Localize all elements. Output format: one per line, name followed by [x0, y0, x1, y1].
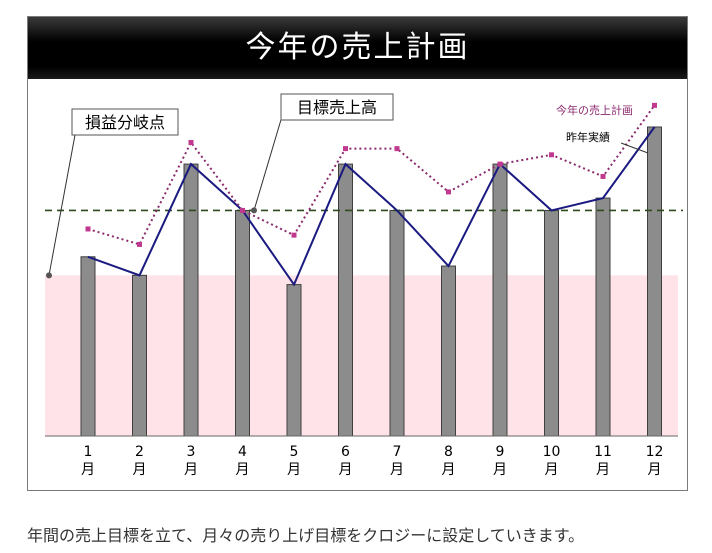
- plan-point: [600, 173, 606, 179]
- x-tick-number: 5: [290, 444, 299, 460]
- target-callout-box: [280, 93, 394, 121]
- x-tick-unit: 月: [545, 462, 559, 478]
- x-tick-number: 4: [238, 444, 247, 460]
- x-tick-number: 10: [543, 444, 561, 460]
- title-bar: [28, 17, 687, 79]
- plan-point: [497, 161, 503, 167]
- x-tick-unit: 月: [339, 462, 353, 478]
- plan-point: [652, 102, 657, 108]
- target-label: 目標売上高: [297, 98, 377, 117]
- legend-last-year: 昨年実績: [566, 130, 610, 144]
- break-even-label: 損益分岐点: [85, 113, 165, 132]
- x-tick-unit: 月: [133, 462, 147, 478]
- x-tick-unit: 月: [184, 462, 198, 478]
- x-tick-number: 1: [84, 444, 93, 460]
- x-tick-unit: 月: [390, 462, 404, 478]
- plan-point: [394, 146, 400, 152]
- x-tick-number: 12: [646, 444, 664, 460]
- bar: [595, 197, 611, 437]
- break-even-zone: [45, 275, 678, 436]
- plan-point: [137, 241, 142, 247]
- plan-line: [87, 104, 656, 246]
- plan-point: [291, 232, 297, 238]
- x-tick-number: 9: [496, 444, 505, 460]
- bar: [235, 209, 250, 437]
- break-even-leader: [48, 134, 76, 276]
- x-tick-unit: 月: [648, 462, 662, 478]
- plan-point: [446, 189, 451, 195]
- x-tick-number: 11: [594, 444, 612, 460]
- x-tick-unit: 月: [442, 462, 456, 478]
- legend-plan: 今年の売上計画: [556, 103, 633, 117]
- bar: [338, 163, 353, 437]
- bar: [492, 163, 508, 437]
- bar: [80, 256, 96, 437]
- chart-frame: 今年の売上計画 1 月 2 月 3 月 4 月 5 月 6 月 7 月 8 月 9 月 10 月 11 月 12 月 損益分岐…: [27, 16, 688, 491]
- x-tick-unit: 月: [287, 462, 301, 478]
- chart-title: 今年の売上計画: [245, 30, 470, 65]
- plan-point: [343, 146, 348, 152]
- x-tick-number: 7: [393, 444, 402, 460]
- x-tick-unit: 月: [81, 462, 95, 478]
- plan-point: [188, 139, 194, 145]
- target-leader: [253, 112, 284, 211]
- bar: [544, 209, 559, 437]
- break-even-callout-box: [71, 108, 179, 136]
- bar: [132, 274, 147, 437]
- bar: [389, 209, 405, 437]
- x-tick-number: 6: [341, 444, 350, 460]
- plan-point: [549, 152, 554, 158]
- caption: 年間の売上目標を立て、月々の売り上げ目標をクロジーに設定していきます。: [27, 526, 585, 545]
- bar: [647, 126, 662, 437]
- x-tick-number: 2: [135, 444, 144, 460]
- legend-last-year-leader: [620, 142, 649, 154]
- x-tick-unit: 月: [596, 462, 610, 478]
- x-tick-number: 3: [187, 444, 196, 460]
- break-even-dot: [46, 272, 52, 279]
- x-tick-number: 8: [444, 444, 453, 460]
- target-dot: [251, 207, 257, 214]
- bar: [183, 163, 199, 437]
- plan-point: [85, 226, 91, 232]
- last-year-line: [87, 126, 656, 287]
- x-tick-unit: 月: [236, 462, 250, 478]
- bar: [286, 284, 302, 437]
- plan-point: [240, 207, 245, 213]
- bar: [441, 265, 456, 437]
- x-tick-unit: 月: [493, 462, 507, 478]
